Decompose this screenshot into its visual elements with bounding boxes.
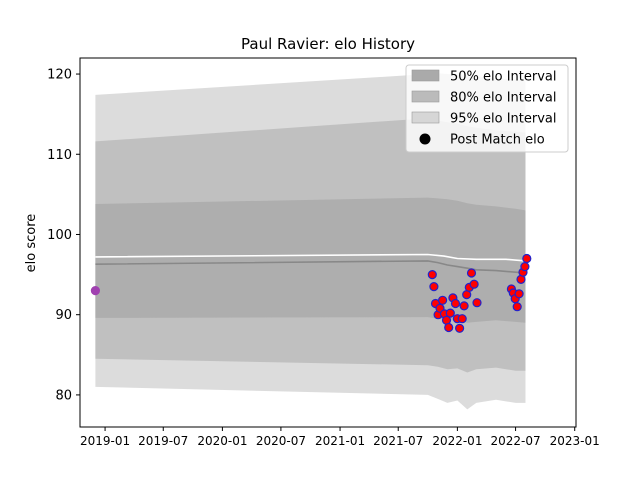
data-point — [469, 279, 479, 289]
band-50 — [95, 197, 526, 323]
y-tick-label: 110 — [47, 148, 72, 163]
data-point — [438, 295, 448, 305]
data-point — [512, 302, 522, 312]
y-axis-label: elo score — [24, 214, 39, 273]
data-point — [427, 270, 437, 280]
y-tick-label: 120 — [47, 68, 72, 83]
data-point — [522, 253, 532, 264]
data-point — [520, 262, 530, 272]
y-tick-label: 100 — [47, 228, 72, 243]
data-point — [445, 308, 455, 318]
legend-swatch-95 — [411, 111, 440, 124]
x-tick-label: 2023-01 — [550, 434, 600, 448]
legend-label: 95% elo Interval — [450, 112, 557, 127]
legend-label: 50% elo Interval — [450, 70, 557, 85]
data-point — [450, 298, 461, 309]
legend-swatch-50 — [411, 69, 440, 82]
legend-label: Post Match elo — [450, 133, 545, 148]
trend-lines — [95, 253, 526, 274]
legend-label: 80% elo Interval — [450, 91, 557, 106]
x-axis: 2019-01 2019-07 2020-01 2020-07 2021-01 2021-… — [80, 427, 600, 448]
post-match-points — [90, 253, 532, 333]
data-point — [444, 322, 454, 333]
y-axis: 80 90 100 110 120 — [47, 68, 80, 403]
x-tick-label: 2020-07 — [256, 434, 306, 448]
median-line — [95, 260, 526, 274]
legend-box — [405, 64, 569, 153]
legend-swatch-80 — [411, 90, 440, 103]
plot-frame — [79, 57, 577, 428]
data-point — [457, 314, 467, 324]
x-tick-label: 2022-01 — [432, 434, 482, 448]
legend-marker-point — [419, 133, 431, 145]
interval-bands — [95, 73, 526, 410]
y-tick-label: 80 — [55, 388, 72, 403]
data-point — [455, 323, 465, 333]
x-tick-label: 2021-01 — [315, 434, 365, 448]
mean-line — [95, 253, 526, 262]
data-point — [429, 282, 439, 292]
x-tick-label: 2019-01 — [80, 434, 130, 448]
legend: 50% elo Interval 80% elo Interval 95% elo … — [405, 64, 569, 153]
x-tick-label: 2022-07 — [490, 434, 540, 448]
x-tick-label: 2020-01 — [197, 434, 247, 448]
data-point — [466, 268, 477, 278]
x-tick-label: 2021-07 — [373, 434, 423, 448]
data-point — [90, 286, 101, 296]
data-point — [459, 301, 469, 311]
x-tick-label: 2019-07 — [138, 434, 188, 448]
chart-title: Paul Ravier: elo History — [241, 35, 415, 53]
data-point — [514, 289, 524, 299]
y-tick-label: 90 — [55, 308, 72, 323]
data-point — [472, 298, 482, 308]
